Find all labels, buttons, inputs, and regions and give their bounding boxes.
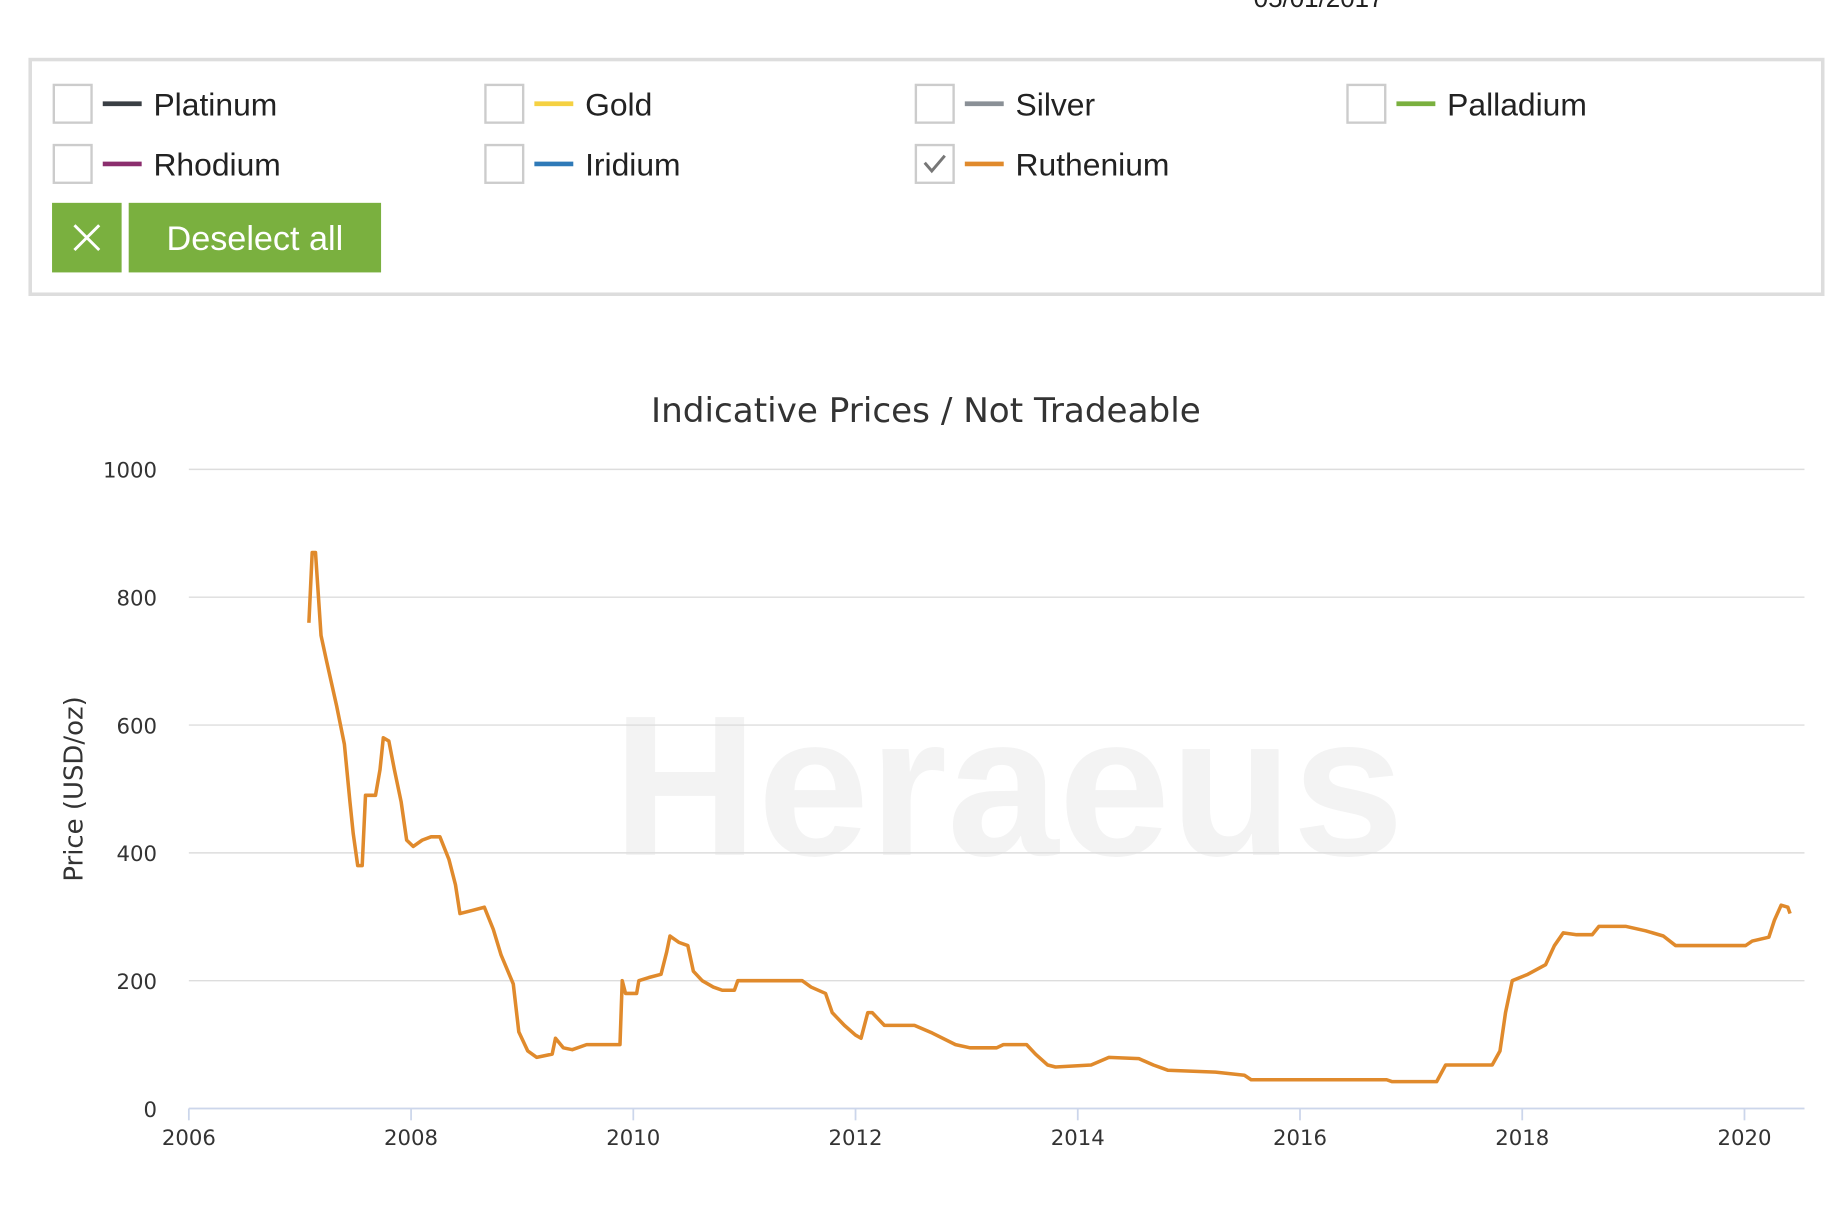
x-tick-label: 2014 bbox=[1051, 1126, 1105, 1151]
price-line bbox=[307, 550, 1792, 1084]
x-tick-label: 2008 bbox=[384, 1126, 438, 1151]
metal-label[interactable]: Platinum bbox=[153, 87, 277, 123]
date-label: 05/01/2017 bbox=[1254, 0, 1384, 13]
checkbox[interactable] bbox=[52, 83, 93, 124]
x-tick-label: 2010 bbox=[606, 1126, 660, 1151]
metal-option[interactable]: Gold bbox=[484, 83, 652, 124]
y-tick-label: 400 bbox=[116, 842, 157, 867]
chart-title: Indicative Prices / Not Tradeable bbox=[651, 391, 1201, 431]
button-label[interactable]: Deselect all bbox=[167, 220, 344, 258]
metal-label[interactable]: Ruthenium bbox=[1016, 147, 1170, 183]
checkbox[interactable] bbox=[1346, 83, 1387, 124]
metal-label[interactable]: Palladium bbox=[1447, 87, 1587, 123]
metal-label[interactable]: Iridium bbox=[585, 147, 681, 183]
metal-option[interactable]: Iridium bbox=[484, 143, 681, 184]
x-tick-label: 2018 bbox=[1495, 1126, 1549, 1151]
x-tick-label: 2020 bbox=[1717, 1126, 1771, 1151]
checkbox[interactable] bbox=[52, 143, 93, 184]
y-tick-label: 600 bbox=[116, 714, 157, 739]
checkbox[interactable] bbox=[914, 83, 955, 124]
close-icon bbox=[73, 224, 101, 252]
metal-option[interactable]: Silver bbox=[914, 83, 1096, 124]
metal-option[interactable]: Palladium bbox=[1346, 83, 1587, 124]
metal-label[interactable]: Silver bbox=[1016, 87, 1096, 123]
y-tick-label: 0 bbox=[143, 1098, 157, 1123]
y-tick-label: 1000 bbox=[103, 459, 157, 484]
x-tick-label: 2012 bbox=[829, 1126, 883, 1151]
button-body[interactable] bbox=[128, 202, 382, 273]
checkbox[interactable] bbox=[484, 83, 525, 124]
x-tick-label: 2016 bbox=[1273, 1126, 1327, 1151]
x-tick-label: 2006 bbox=[162, 1126, 216, 1151]
deselect-button[interactable]: Deselect all bbox=[52, 202, 382, 273]
watermark: Heraeus bbox=[613, 675, 1404, 898]
checkbox[interactable] bbox=[484, 143, 525, 184]
y-tick-label: 800 bbox=[116, 586, 157, 611]
y-tick-label: 200 bbox=[116, 970, 157, 995]
metal-option[interactable]: Ruthenium bbox=[914, 143, 1170, 184]
checkbox[interactable] bbox=[914, 143, 955, 184]
metal-option[interactable]: Platinum bbox=[52, 83, 277, 124]
checkmark bbox=[923, 154, 946, 174]
metal-option[interactable]: Rhodium bbox=[52, 143, 281, 184]
metal-label[interactable]: Gold bbox=[585, 87, 652, 123]
metal-label[interactable]: Rhodium bbox=[153, 147, 280, 183]
y-axis-label: Price (USD/oz) bbox=[60, 696, 90, 881]
